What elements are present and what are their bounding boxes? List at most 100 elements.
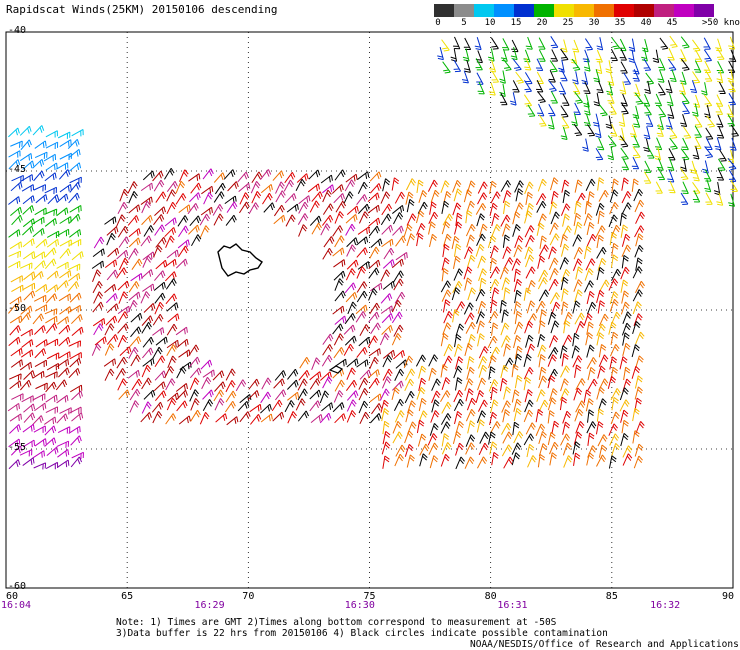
wind-barb <box>611 268 622 281</box>
wind-barb <box>35 238 48 249</box>
wind-barb <box>442 233 452 247</box>
wind-barb <box>729 137 737 151</box>
wind-barb <box>715 102 724 115</box>
wind-barb <box>155 259 168 270</box>
wind-barb <box>333 259 346 268</box>
wind-barb <box>632 321 641 334</box>
wind-barb <box>656 124 664 137</box>
wind-barb <box>382 355 393 368</box>
wind-barb <box>598 104 608 117</box>
wind-barb <box>153 281 166 291</box>
wind-barb <box>538 375 548 389</box>
wind-barb <box>490 386 498 401</box>
wind-barb <box>609 201 619 215</box>
wind-barb <box>536 222 545 236</box>
wind-barb <box>419 453 428 467</box>
wind-barb <box>128 299 138 313</box>
wind-barb <box>621 244 632 257</box>
wind-barb <box>620 301 630 315</box>
wind-barb <box>549 201 558 215</box>
wind-barb <box>381 313 394 324</box>
wind-barb <box>704 179 712 193</box>
wind-barb <box>550 36 559 49</box>
wind-barb <box>166 323 178 336</box>
wind-barb <box>539 309 547 323</box>
wind-barb <box>322 214 334 226</box>
wind-barb <box>454 343 463 357</box>
wind-barb <box>188 356 201 368</box>
wind-barb <box>682 101 690 115</box>
wind-barb <box>46 352 60 360</box>
wind-barb <box>611 242 619 257</box>
legend-swatch <box>534 4 554 17</box>
wind-barb <box>491 223 501 237</box>
wind-barb <box>116 267 127 279</box>
wind-barb <box>634 92 644 105</box>
wind-barb <box>623 72 632 85</box>
wind-barb <box>176 389 188 400</box>
wind-barb <box>573 452 581 466</box>
wind-barb <box>334 413 346 424</box>
wind-barb <box>620 266 630 280</box>
wind-barb <box>428 221 436 235</box>
wind-barb <box>91 260 104 269</box>
wind-barb <box>356 194 368 206</box>
wind-barb <box>489 257 498 272</box>
wind-barb <box>202 399 214 412</box>
wind-barb <box>8 260 21 269</box>
wind-barb <box>503 287 511 301</box>
wind-barb <box>45 293 58 304</box>
wind-barb <box>692 71 701 84</box>
wind-barb <box>610 388 621 401</box>
wind-barb <box>332 225 344 237</box>
wind-barb <box>298 201 309 214</box>
wind-barb <box>8 438 21 448</box>
wind-barb <box>383 247 395 260</box>
wind-barb <box>608 423 618 436</box>
wind-barb <box>20 174 33 182</box>
wind-barb <box>681 92 690 105</box>
wind-barb <box>142 357 155 367</box>
wind-barb <box>68 229 82 238</box>
wind-barb <box>22 205 35 215</box>
wind-barb <box>345 214 358 224</box>
lat-tick-label: -50 <box>8 303 27 314</box>
wind-barb <box>694 60 702 73</box>
wind-barb <box>573 123 583 137</box>
wind-barb <box>728 193 735 207</box>
wind-barb <box>10 445 23 456</box>
wind-barb <box>560 433 571 446</box>
wind-barb <box>287 391 300 401</box>
legend-swatch <box>494 4 514 17</box>
wind-barb <box>128 346 139 359</box>
wind-barb <box>271 399 283 412</box>
wind-barb <box>237 171 249 183</box>
wind-barb <box>525 422 536 435</box>
wind-barb <box>442 243 450 258</box>
wind-barb <box>56 358 70 368</box>
wind-barb <box>274 370 287 381</box>
wind-barb <box>275 181 285 194</box>
wind-barb <box>68 367 81 379</box>
wind-barb <box>573 431 583 445</box>
wind-barb <box>536 389 546 402</box>
wind-barb <box>620 224 629 238</box>
wind-barb <box>475 58 483 71</box>
wind-barb <box>429 455 439 469</box>
wind-barb <box>643 93 651 107</box>
wind-barb <box>524 389 533 403</box>
wind-barb <box>263 202 275 213</box>
wind-barb <box>165 278 177 290</box>
wind-barb <box>461 70 469 84</box>
wind-barb <box>465 321 476 334</box>
wind-barb <box>632 266 643 279</box>
kerguelen-islands <box>217 243 344 374</box>
wind-barb <box>166 180 178 193</box>
wind-barb <box>71 314 83 325</box>
wind-barb <box>514 235 524 249</box>
wind-barb <box>453 36 461 50</box>
wind-barb <box>370 282 383 292</box>
wind-barb <box>140 196 153 205</box>
wind-barb <box>575 400 586 413</box>
wind-barb <box>381 238 394 248</box>
